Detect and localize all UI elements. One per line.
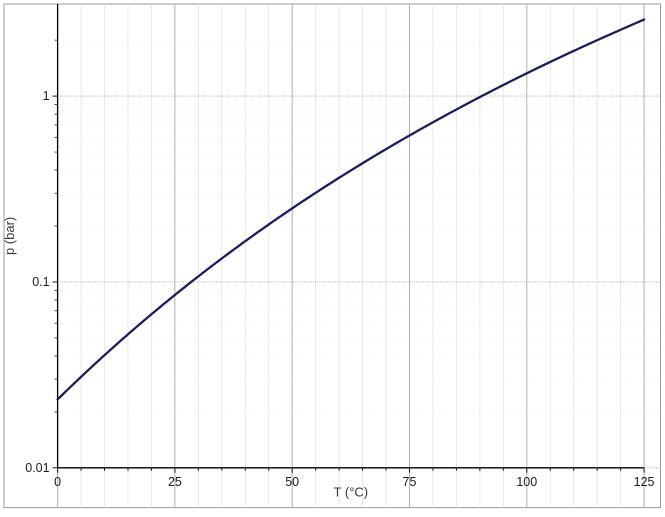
svg-text:1: 1	[43, 89, 50, 103]
svg-text:100: 100	[516, 475, 537, 489]
svg-text:75: 75	[403, 475, 417, 489]
svg-text:25: 25	[168, 475, 182, 489]
svg-text:0.1: 0.1	[32, 275, 49, 289]
svg-text:125: 125	[634, 475, 655, 489]
svg-text:50: 50	[285, 475, 299, 489]
svg-text:0.01: 0.01	[25, 461, 49, 475]
svg-text:p (bar): p (bar)	[2, 217, 17, 255]
svg-text:T (°C): T (°C)	[334, 485, 369, 500]
svg-text:0: 0	[54, 475, 61, 489]
